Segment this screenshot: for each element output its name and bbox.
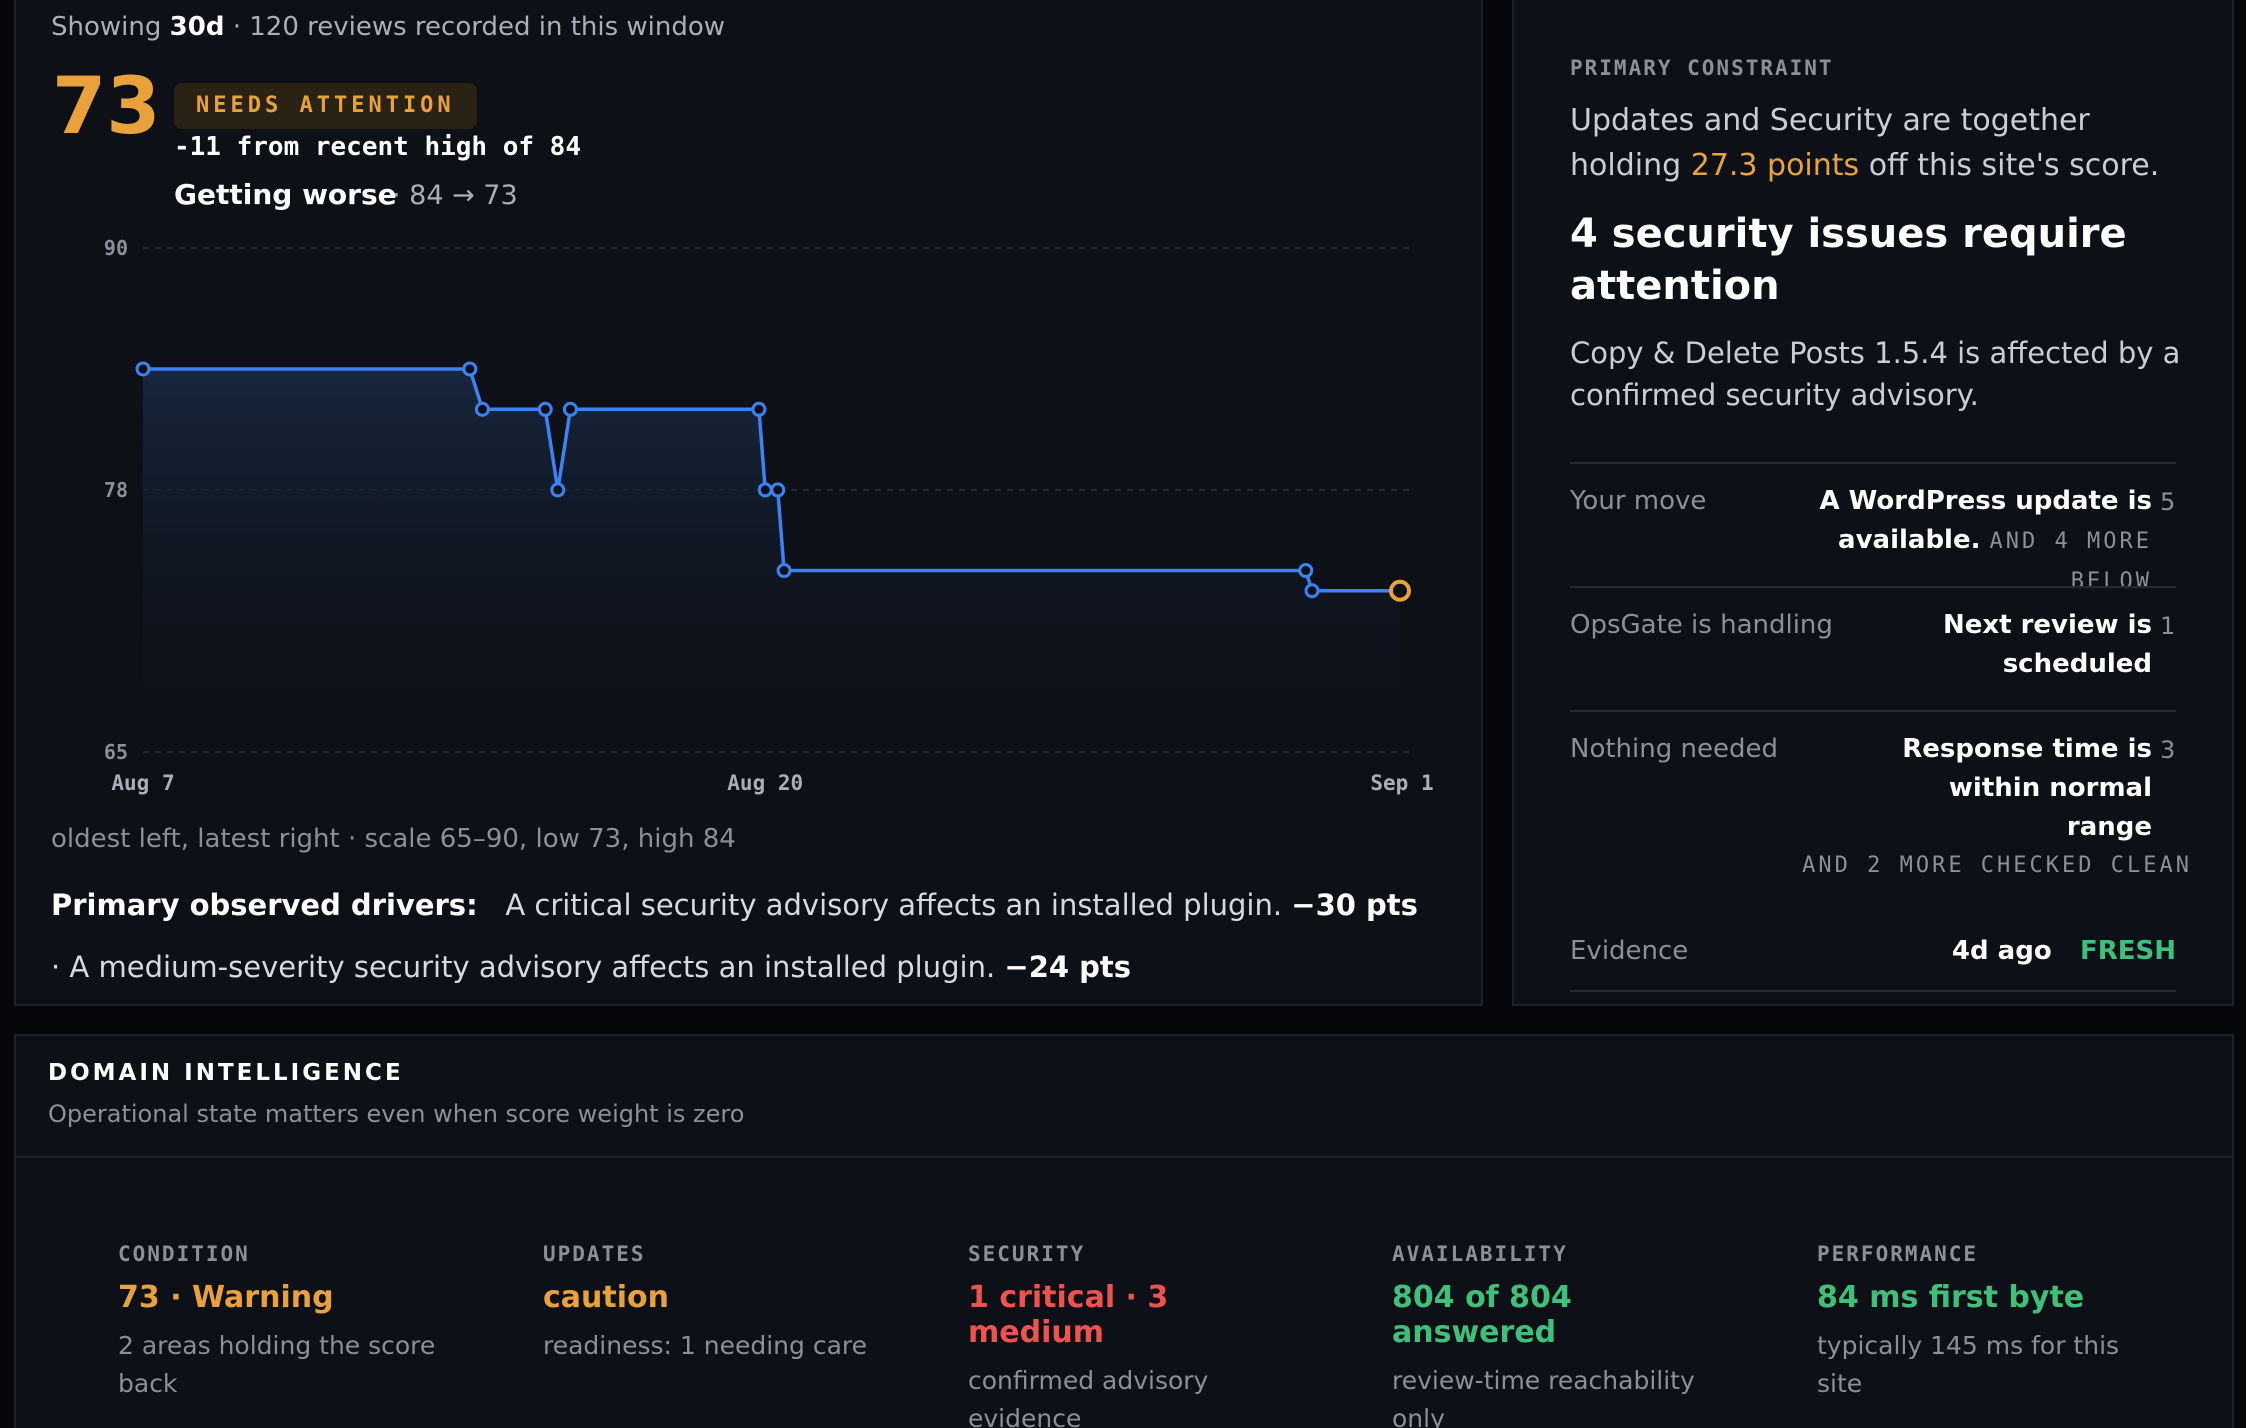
metric-label: PERFORMANCE: [1817, 1242, 1979, 1266]
y-tick-label: 65: [104, 740, 128, 764]
showing-suffix: · 120 reviews recorded in this window: [232, 12, 726, 42]
x-tick-label: Aug 20: [727, 771, 803, 795]
divider: [1570, 586, 2176, 588]
chart-note: oldest left, latest right · scale 65–90,…: [51, 824, 736, 854]
x-tick-label: Aug 7: [111, 771, 174, 795]
trend-range: · 84 → 73: [392, 180, 518, 211]
row-nothing-needed-count: 3: [2160, 736, 2176, 764]
metric-condition: CONDITION 73 · Warning 2 areas holding t…: [118, 1242, 458, 1403]
constraint-detail: Copy & Delete Posts 1.5.4 is affected by…: [1570, 336, 2181, 412]
trend-label: Getting worse: [174, 178, 397, 211]
driver-2: · A medium-severity security advisory af…: [51, 950, 1131, 984]
data-point[interactable]: [770, 482, 786, 498]
constraint-points: 27.3 points: [1690, 148, 1860, 183]
metric-label: CONDITION: [118, 1242, 250, 1266]
your-move-text: A WordPress update is available.: [1819, 486, 2152, 555]
window-summary: Showing 30d · 120 reviews recorded in th…: [51, 12, 725, 42]
row-your-move-label: Your move: [1570, 486, 1707, 516]
driver-1-points: −30 pts: [1291, 888, 1418, 922]
metric-desc: review-time reachability only: [1392, 1366, 1695, 1428]
score-history-chart: 90 78 65 Aug 7 Aug 20 Sep 1: [104, 236, 1434, 795]
metric-value: 73 · Warning: [118, 1280, 334, 1315]
metric-desc: typically 145 ms for this site: [1817, 1331, 2120, 1398]
data-point[interactable]: [550, 482, 566, 498]
y-tick-label: 90: [104, 236, 128, 260]
x-tick-label: Sep 1: [1370, 771, 1433, 795]
range-value[interactable]: 30d: [169, 12, 225, 42]
checked-clean-more[interactable]: AND 2 MORE CHECKED CLEAN: [1802, 853, 2192, 878]
metric-value: 1 critical · 3 medium: [968, 1280, 1169, 1350]
domain-intelligence-panel: DOMAIN INTELLIGENCE Operational state ma…: [14, 1034, 2234, 1428]
row-nothing-needed-label: Nothing needed: [1570, 734, 1778, 764]
divider: [1570, 990, 2176, 992]
metric-label: SECURITY: [968, 1242, 1086, 1266]
evidence-status-badge: FRESH: [2079, 936, 2176, 966]
score-value: 73: [52, 62, 161, 152]
series-area: [143, 368, 1400, 752]
data-point[interactable]: [562, 401, 578, 417]
metric-value: 804 of 804 answered: [1392, 1280, 1572, 1350]
row-opsgate-label: OpsGate is handling: [1570, 610, 1833, 640]
constraint-text-before: Updates and Security are together holdin…: [1570, 103, 2090, 183]
metric-desc: confirmed advisory evidence: [968, 1366, 1209, 1428]
data-point[interactable]: [474, 401, 490, 417]
divider: [1570, 462, 2176, 464]
data-point[interactable]: [1298, 563, 1314, 579]
row-nothing-needed-value[interactable]: Response time is within normal range: [1902, 734, 2152, 842]
metric-availability: AVAILABILITY 804 of 804 answered review-…: [1392, 1242, 1732, 1428]
metric-value: caution: [543, 1280, 669, 1315]
primary-drivers: Primary observed drivers: A critical sec…: [51, 888, 1418, 922]
constraint-text-after: off this site's score.: [1868, 148, 2160, 183]
data-point[interactable]: [1304, 583, 1320, 599]
domain-title: DOMAIN INTELLIGENCE: [48, 1060, 404, 1086]
row-your-move-count: 5: [2160, 488, 2176, 516]
status-badge: NEEDS ATTENTION: [174, 83, 477, 129]
row-your-move-value[interactable]: A WordPress update is available. AND 4 M…: [1764, 482, 2152, 601]
divider: [1570, 710, 2176, 712]
data-point[interactable]: [757, 482, 773, 498]
evidence-value: 4d ago FRESH: [1952, 936, 2176, 966]
metric-label: UPDATES: [543, 1242, 646, 1266]
data-point[interactable]: [462, 361, 478, 377]
data-point[interactable]: [751, 401, 767, 417]
evidence-label: Evidence: [1570, 936, 1689, 966]
metric-security: SECURITY 1 critical · 3 medium confirmed…: [968, 1242, 1308, 1428]
driver-2-text: · A medium-severity security advisory af…: [51, 950, 996, 984]
metric-label: AVAILABILITY: [1392, 1242, 1568, 1266]
divider: [16, 1156, 2232, 1158]
metric-desc: 2 areas holding the score back: [118, 1331, 436, 1398]
primary-constraint-panel: PRIMARY CONSTRAINT Updates and Security …: [1512, 0, 2234, 1006]
constraint-label: PRIMARY CONSTRAINT: [1570, 56, 1834, 80]
domain-subtitle: Operational state matters even when scor…: [48, 1100, 745, 1128]
data-point[interactable]: [537, 401, 553, 417]
data-point[interactable]: [776, 563, 792, 579]
metric-value: 84 ms first byte: [1817, 1280, 2085, 1315]
data-point[interactable]: [135, 361, 151, 377]
metric-desc: readiness: 1 needing care: [543, 1331, 867, 1360]
score-delta: -11 from recent high of 84: [174, 132, 581, 162]
metric-updates: UPDATES caution readiness: 1 needing car…: [543, 1242, 883, 1365]
evidence-age: 4d ago: [1951, 936, 2052, 966]
constraint-summary: Updates and Security are together holdin…: [1570, 98, 2210, 188]
constraint-title: 4 security issues require attention: [1570, 211, 2127, 309]
row-opsgate-count: 1: [2160, 612, 2176, 640]
score-overview-panel: Showing 30d · 120 reviews recorded in th…: [14, 0, 1483, 1006]
driver-2-points: −24 pts: [1004, 950, 1132, 984]
latest-data-point[interactable]: [1389, 579, 1411, 602]
your-move-more[interactable]: AND 4 MORE BELOW: [1989, 529, 2152, 594]
driver-1-text: A critical security advisory affects an …: [505, 888, 1283, 922]
drivers-label: Primary observed drivers:: [51, 888, 478, 922]
metric-performance: PERFORMANCE 84 ms first byte typically 1…: [1817, 1242, 2157, 1403]
y-tick-label: 78: [104, 478, 128, 502]
showing-prefix: Showing: [51, 12, 162, 42]
row-opsgate-value[interactable]: Next review is scheduled: [1942, 610, 2152, 679]
